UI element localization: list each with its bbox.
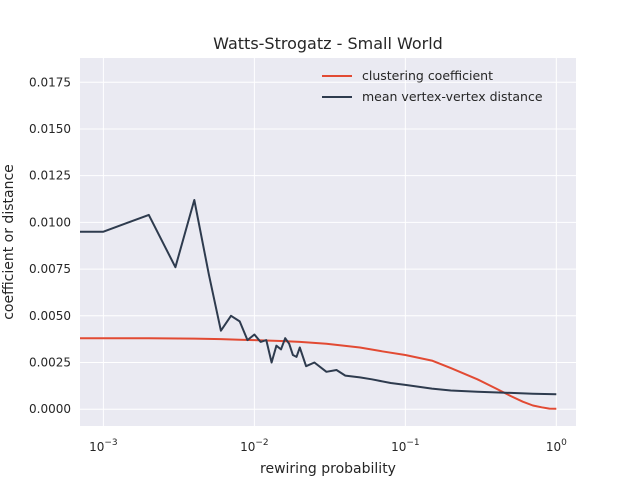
series-line-clustering — [80, 337, 557, 410]
y-tick-label: 0.0100 — [29, 215, 71, 229]
x-tick-label: 10−3 — [89, 438, 118, 454]
y-axis-label: coefficient or distance — [1, 164, 17, 320]
x-tick-label: 10−2 — [240, 438, 269, 454]
x-tick-label: 10−1 — [391, 438, 420, 454]
y-tick-label: 0.0050 — [29, 309, 71, 323]
x-tick-label: 100 — [546, 438, 567, 454]
grid — [80, 58, 576, 426]
legend: clustering coefficient mean vertex-verte… — [322, 68, 543, 104]
y-tick-label: 0.0000 — [29, 402, 71, 416]
series-line-distance — [80, 199, 557, 396]
legend-label-distance: mean vertex-vertex distance — [362, 89, 543, 104]
x-axis-label: rewiring probability — [260, 461, 396, 477]
y-tick-label: 0.0150 — [29, 122, 71, 136]
y-tick-label: 0.0125 — [29, 169, 71, 183]
series-layer — [80, 199, 557, 410]
tick-labels: 10−3 10−2 10−1 100 0.0000 0.0025 0.0050 0.0075 0… — [29, 75, 567, 454]
y-tick-label: 0.0025 — [29, 355, 71, 369]
chart-title: Watts-Strogatz - Small World — [213, 34, 443, 53]
legend-label-clustering: clustering coefficient — [362, 68, 493, 83]
y-tick-label: 0.0075 — [29, 262, 71, 276]
y-tick-label: 0.0175 — [29, 75, 71, 89]
